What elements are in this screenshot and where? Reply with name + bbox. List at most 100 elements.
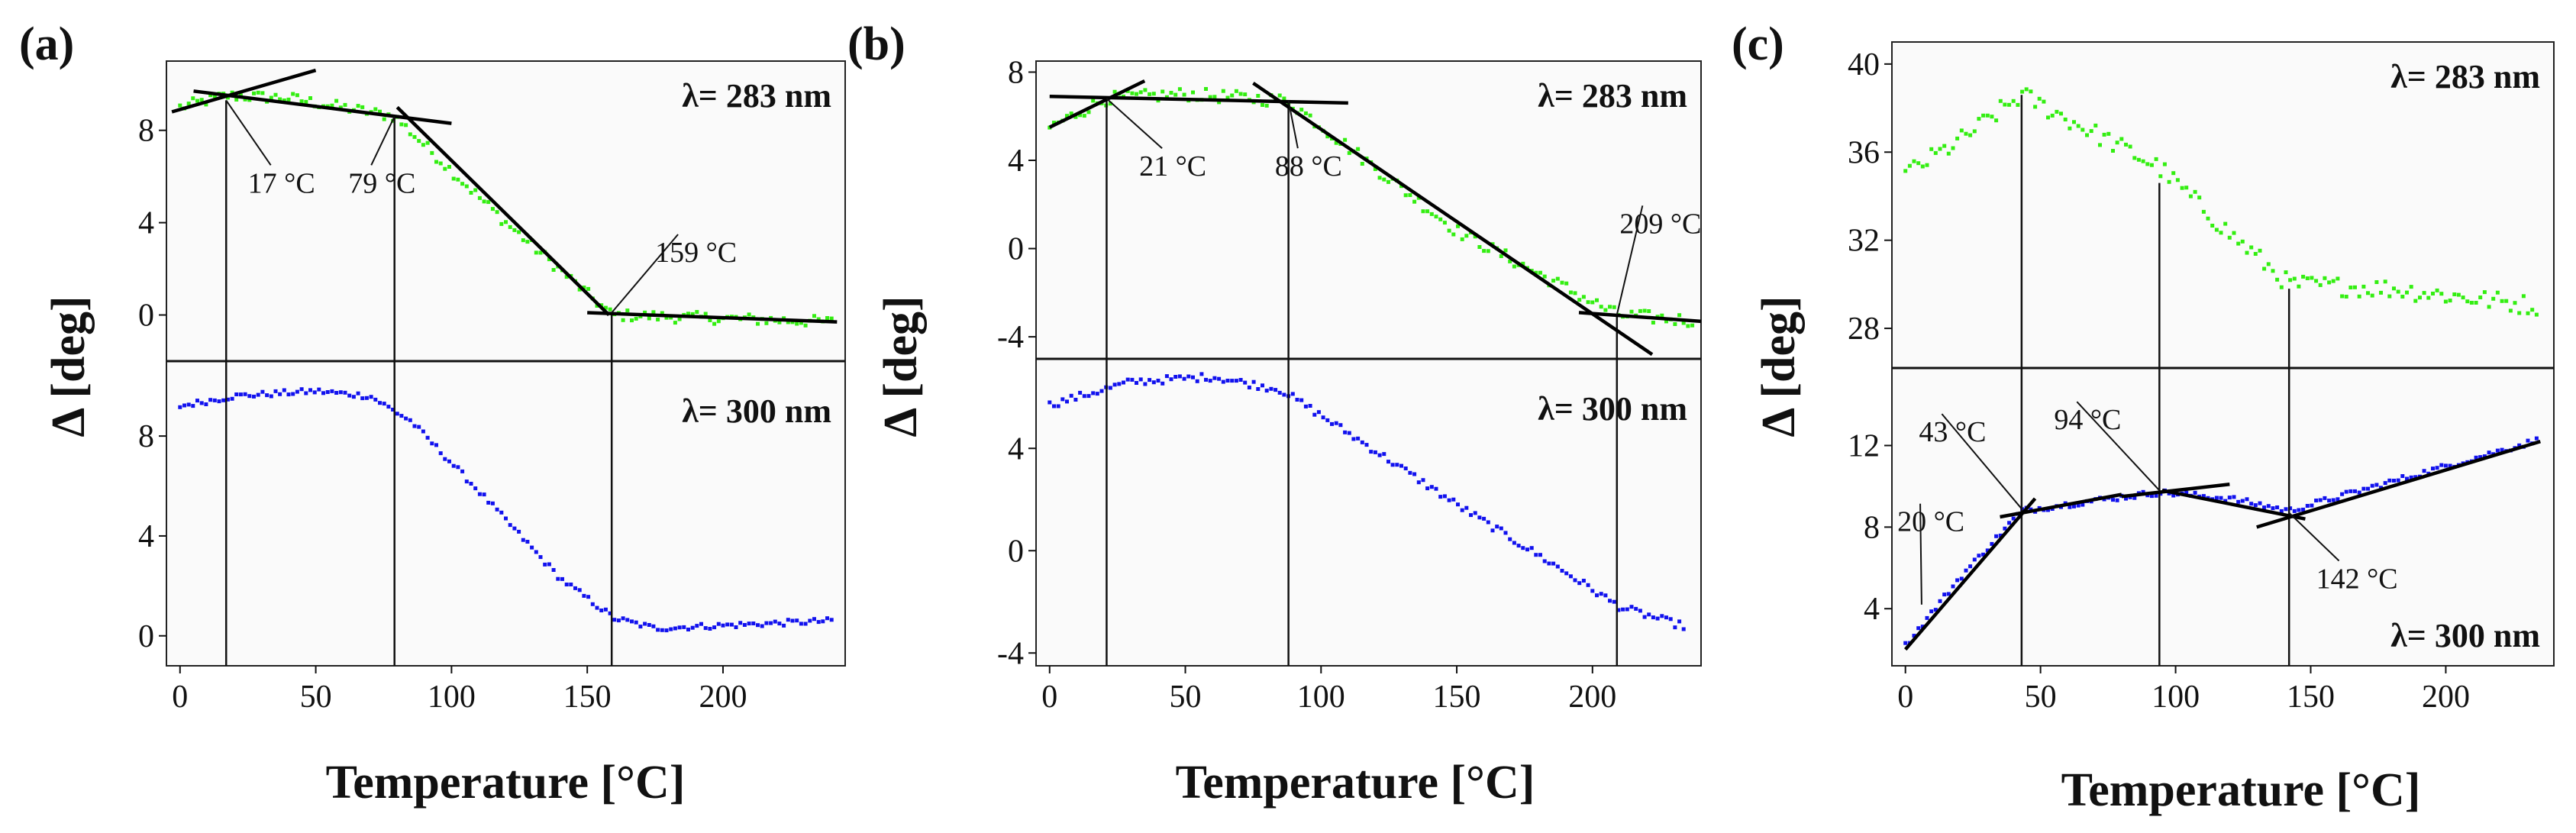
data-point-283nm — [286, 97, 291, 102]
data-point-300nm — [612, 618, 617, 622]
data-point-300nm — [1920, 625, 1925, 629]
data-point-283nm — [2297, 284, 2301, 289]
data-point-300nm — [2046, 508, 2050, 512]
fit-line — [1252, 82, 1654, 357]
y-tick-label: 4 — [1008, 431, 1024, 467]
data-point-300nm — [569, 583, 573, 586]
data-point-300nm — [182, 403, 186, 408]
data-point-300nm — [1399, 463, 1403, 468]
panel-c: 20 °C 43 °C 94 °C 142 °C λ= 283 nm λ= 300 nm 2… — [1848, 41, 2555, 715]
panel-label-c: (c) — [1732, 18, 1784, 70]
data-point-283nm — [1264, 103, 1269, 108]
data-point-300nm — [1269, 386, 1273, 391]
data-point-300nm — [464, 479, 469, 484]
annotation-label: 209 °C — [1619, 208, 1701, 240]
data-point-283nm — [1981, 113, 1986, 118]
data-point-300nm — [247, 394, 252, 399]
data-point-300nm — [364, 396, 369, 400]
data-point-283nm — [2093, 123, 2098, 128]
data-point-283nm — [2314, 279, 2319, 283]
data-point-283nm — [2016, 102, 2020, 107]
data-point-300nm — [1503, 531, 1508, 535]
data-point-300nm — [803, 622, 808, 626]
data-point-283nm — [477, 195, 482, 200]
data-point-283nm — [2271, 269, 2275, 273]
data-point-283nm — [1347, 150, 1351, 155]
data-point-283nm — [1217, 100, 1222, 105]
data-point-300nm — [1408, 470, 1412, 475]
data-point-300nm — [1130, 377, 1135, 382]
data-point-300nm — [2331, 498, 2336, 502]
data-point-300nm — [1312, 412, 1317, 417]
data-point-283nm — [1173, 92, 1178, 97]
data-point-283nm — [2513, 301, 2517, 305]
data-point-300nm — [391, 408, 395, 412]
data-point-300nm — [2007, 521, 2012, 525]
data-point-300nm — [299, 387, 304, 392]
data-point-300nm — [695, 624, 699, 628]
data-point-300nm — [1347, 431, 1351, 435]
data-point-300nm — [1512, 541, 1516, 545]
data-point-283nm — [638, 314, 643, 318]
fit-line — [171, 68, 317, 114]
data-point-283nm — [421, 143, 425, 147]
data-point-283nm — [1373, 167, 1377, 171]
data-point-300nm — [2392, 479, 2396, 483]
data-point-300nm — [699, 622, 703, 626]
annotation-label: 142 °C — [2316, 563, 2398, 595]
x-tick-label: 50 — [300, 680, 332, 715]
data-point-283nm — [412, 134, 417, 139]
data-point-300nm — [564, 583, 569, 586]
data-point-283nm — [1125, 89, 1130, 93]
data-point-300nm — [351, 395, 356, 399]
data-point-300nm — [1968, 564, 1973, 569]
wavelength-label-bottom: λ= 300 nm — [2390, 617, 2540, 654]
data-point-283nm — [2435, 288, 2439, 292]
data-point-283nm — [2310, 276, 2314, 280]
data-point-283nm — [2050, 113, 2055, 118]
data-point-283nm — [1425, 209, 1430, 214]
y-tick-label: 8 — [1008, 55, 1024, 90]
data-point-283nm — [1421, 209, 1425, 214]
data-point-300nm — [1217, 376, 1222, 381]
data-point-283nm — [382, 117, 386, 121]
data-point-283nm — [273, 92, 278, 97]
data-point-300nm — [686, 628, 690, 631]
data-point-300nm — [408, 418, 412, 422]
data-point-300nm — [2435, 466, 2439, 470]
data-point-283nm — [2197, 195, 2202, 200]
data-point-283nm — [1130, 91, 1135, 95]
data-point-283nm — [1946, 151, 1951, 156]
data-point-283nm — [2136, 157, 2141, 162]
data-point-283nm — [1438, 217, 1443, 221]
data-point-283nm — [1403, 193, 1408, 198]
data-point-300nm — [456, 465, 460, 470]
data-point-283nm — [2357, 294, 2361, 299]
data-point-300nm — [2275, 505, 2280, 509]
data-point-283nm — [1508, 259, 1512, 263]
fit-line — [1578, 311, 1702, 324]
data-point-300nm — [1568, 574, 1573, 579]
data-point-283nm — [1303, 111, 1308, 115]
data-point-300nm — [382, 402, 386, 406]
data-point-283nm — [2465, 299, 2470, 304]
data-point-300nm — [1681, 627, 1686, 631]
data-point-300nm — [2383, 481, 2387, 486]
data-point-300nm — [1981, 552, 1986, 557]
data-point-300nm — [1456, 502, 1460, 507]
data-point-283nm — [260, 91, 265, 95]
data-point-300nm — [538, 555, 543, 560]
data-point-300nm — [1668, 617, 1673, 622]
data-point-300nm — [2474, 455, 2478, 460]
data-point-300nm — [338, 390, 343, 395]
x-axis-title-b: Temperature [°C] — [1176, 757, 1535, 809]
data-point-300nm — [1386, 460, 1390, 464]
data-point-283nm — [343, 102, 347, 107]
data-point-300nm — [412, 424, 417, 428]
data-point-283nm — [1608, 305, 1612, 309]
data-point-300nm — [1673, 625, 1677, 630]
data-point-300nm — [1564, 571, 1569, 576]
data-point-283nm — [2301, 274, 2306, 279]
data-point-283nm — [1512, 264, 1516, 269]
fit-line — [1048, 79, 1146, 129]
